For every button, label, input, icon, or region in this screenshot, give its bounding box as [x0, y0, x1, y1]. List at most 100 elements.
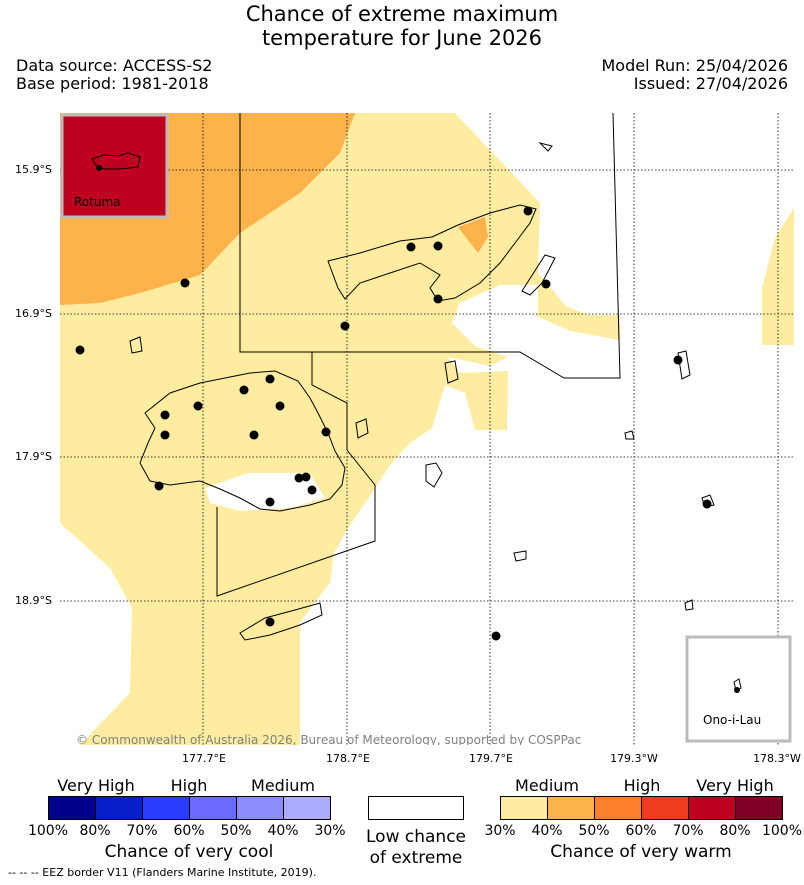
stations — [75, 206, 712, 641]
boundary-lines — [216, 113, 621, 597]
copyright: © Commonwealth of Australia 2026, Bureau… — [76, 733, 581, 745]
shading-high-warm-patch — [458, 217, 488, 253]
warm-tick: 80% — [719, 823, 751, 839]
warm-swatch — [500, 796, 548, 820]
island-koro — [444, 360, 459, 384]
island-lakeba — [624, 430, 635, 440]
island-rotuma-small — [538, 142, 553, 152]
cool-header-high: High — [170, 776, 208, 795]
map-panel: Rotuma Ono-i-Lau © Commonwealth of Austr… — [60, 113, 794, 745]
model-run: Model Run: 25/04/2026 — [601, 56, 789, 75]
station — [491, 631, 501, 641]
lon-label-178-7e: 178.7°E — [326, 752, 370, 765]
station — [265, 374, 275, 384]
low-chance-line-1: Low chance — [366, 827, 466, 847]
inset-rotuma: Rotuma — [60, 113, 169, 219]
warm-tick: 60% — [625, 823, 657, 839]
low-chance-label: Low chance of extreme — [366, 827, 466, 869]
station — [307, 485, 317, 495]
station — [294, 473, 304, 483]
cool-tick: 40% — [267, 823, 299, 839]
island-lau-3 — [513, 550, 527, 562]
cool-header-very-high: Very High — [57, 776, 135, 795]
station — [340, 321, 350, 331]
cool-tick: 30% — [314, 823, 346, 839]
warm-swatch — [594, 796, 642, 820]
cool-tick: 80% — [79, 823, 111, 839]
warm-swatch — [641, 796, 689, 820]
lat-label-15-9: 15.9°S — [15, 163, 52, 176]
islands — [129, 142, 715, 641]
island-gau — [425, 462, 443, 488]
station — [154, 481, 164, 491]
eez-footnote: -- -- -- EEZ border V11 (Flanders Marine… — [8, 866, 317, 879]
base-period: Base period: 1981-2018 — [16, 74, 209, 93]
station — [433, 241, 443, 251]
lon-label-179-7e: 179.7°E — [469, 752, 513, 765]
station — [265, 617, 275, 627]
title-line-1: Chance of extreme maximum — [245, 2, 559, 26]
island-ovalau — [355, 418, 369, 439]
source-info: Data source: ACCESS-S2 Base period: 1981… — [16, 57, 212, 93]
station — [193, 401, 203, 411]
station — [523, 206, 533, 216]
station — [249, 430, 259, 440]
low-chance-swatch — [368, 796, 464, 820]
station — [239, 385, 249, 395]
data-source: Data source: ACCESS-S2 — [16, 56, 213, 75]
island-yasawa — [129, 336, 143, 354]
title-line-2: temperature for June 2026 — [261, 26, 543, 50]
warm-header-high: High — [623, 776, 661, 795]
lat-label-18-9: 18.9°S — [15, 594, 52, 607]
station — [160, 410, 170, 420]
station — [321, 427, 331, 437]
lon-label-178-3w: 178.3°W — [753, 752, 801, 765]
island-lau-4 — [684, 599, 694, 611]
island-lau-1 — [677, 350, 691, 380]
warm-swatch — [735, 796, 783, 820]
island-taveuni — [521, 254, 556, 296]
warm-tick: 30% — [484, 823, 516, 839]
island-kadavu — [239, 602, 323, 641]
shading-medium-warm-east — [762, 208, 794, 345]
station — [180, 278, 190, 288]
lat-label-17-9: 17.9°S — [15, 450, 52, 463]
station — [301, 472, 311, 482]
cool-swatch — [95, 796, 143, 820]
warm-tick: 70% — [672, 823, 704, 839]
station — [275, 401, 285, 411]
station — [541, 279, 551, 289]
lat-label-16-9: 16.9°S — [15, 307, 52, 320]
cool-tick: 50% — [220, 823, 252, 839]
cool-tick: 70% — [126, 823, 158, 839]
station-onoilau — [734, 687, 740, 693]
station — [265, 497, 275, 507]
island-vanua-levu — [327, 204, 537, 302]
cool-header-medium: Medium — [251, 776, 315, 795]
lon-label-179-3w: 179.3°W — [610, 752, 658, 765]
warm-tick: 50% — [578, 823, 610, 839]
station — [702, 499, 712, 509]
cool-swatch — [48, 796, 96, 820]
station — [433, 294, 443, 304]
lon-label-177-7e: 177.7°E — [182, 752, 226, 765]
warm-header-very-high: Very High — [696, 776, 774, 795]
low-chance-hole-south — [205, 473, 325, 511]
issued-date: Issued: 27/04/2026 — [633, 74, 788, 93]
warm-header-medium: Medium — [515, 776, 579, 795]
boundary-central — [216, 352, 376, 597]
inset-onoilau-label: Ono-i-Lau — [703, 713, 761, 727]
station-rotuma — [96, 165, 102, 171]
inset-rotuma-box — [60, 113, 169, 219]
island-viti-levu — [139, 370, 346, 512]
station — [673, 355, 683, 365]
low-chance-hole — [452, 285, 538, 357]
cool-swatch — [189, 796, 237, 820]
cool-legend-title: Chance of very cool — [104, 842, 274, 862]
low-chance-line-2: of extreme — [369, 848, 463, 868]
cool-tick: 100% — [27, 823, 69, 839]
cool-tick: 60% — [173, 823, 205, 839]
inset-onoilau: Ono-i-Lau — [685, 635, 792, 743]
warm-swatch — [688, 796, 736, 820]
boundary-north — [239, 113, 621, 379]
